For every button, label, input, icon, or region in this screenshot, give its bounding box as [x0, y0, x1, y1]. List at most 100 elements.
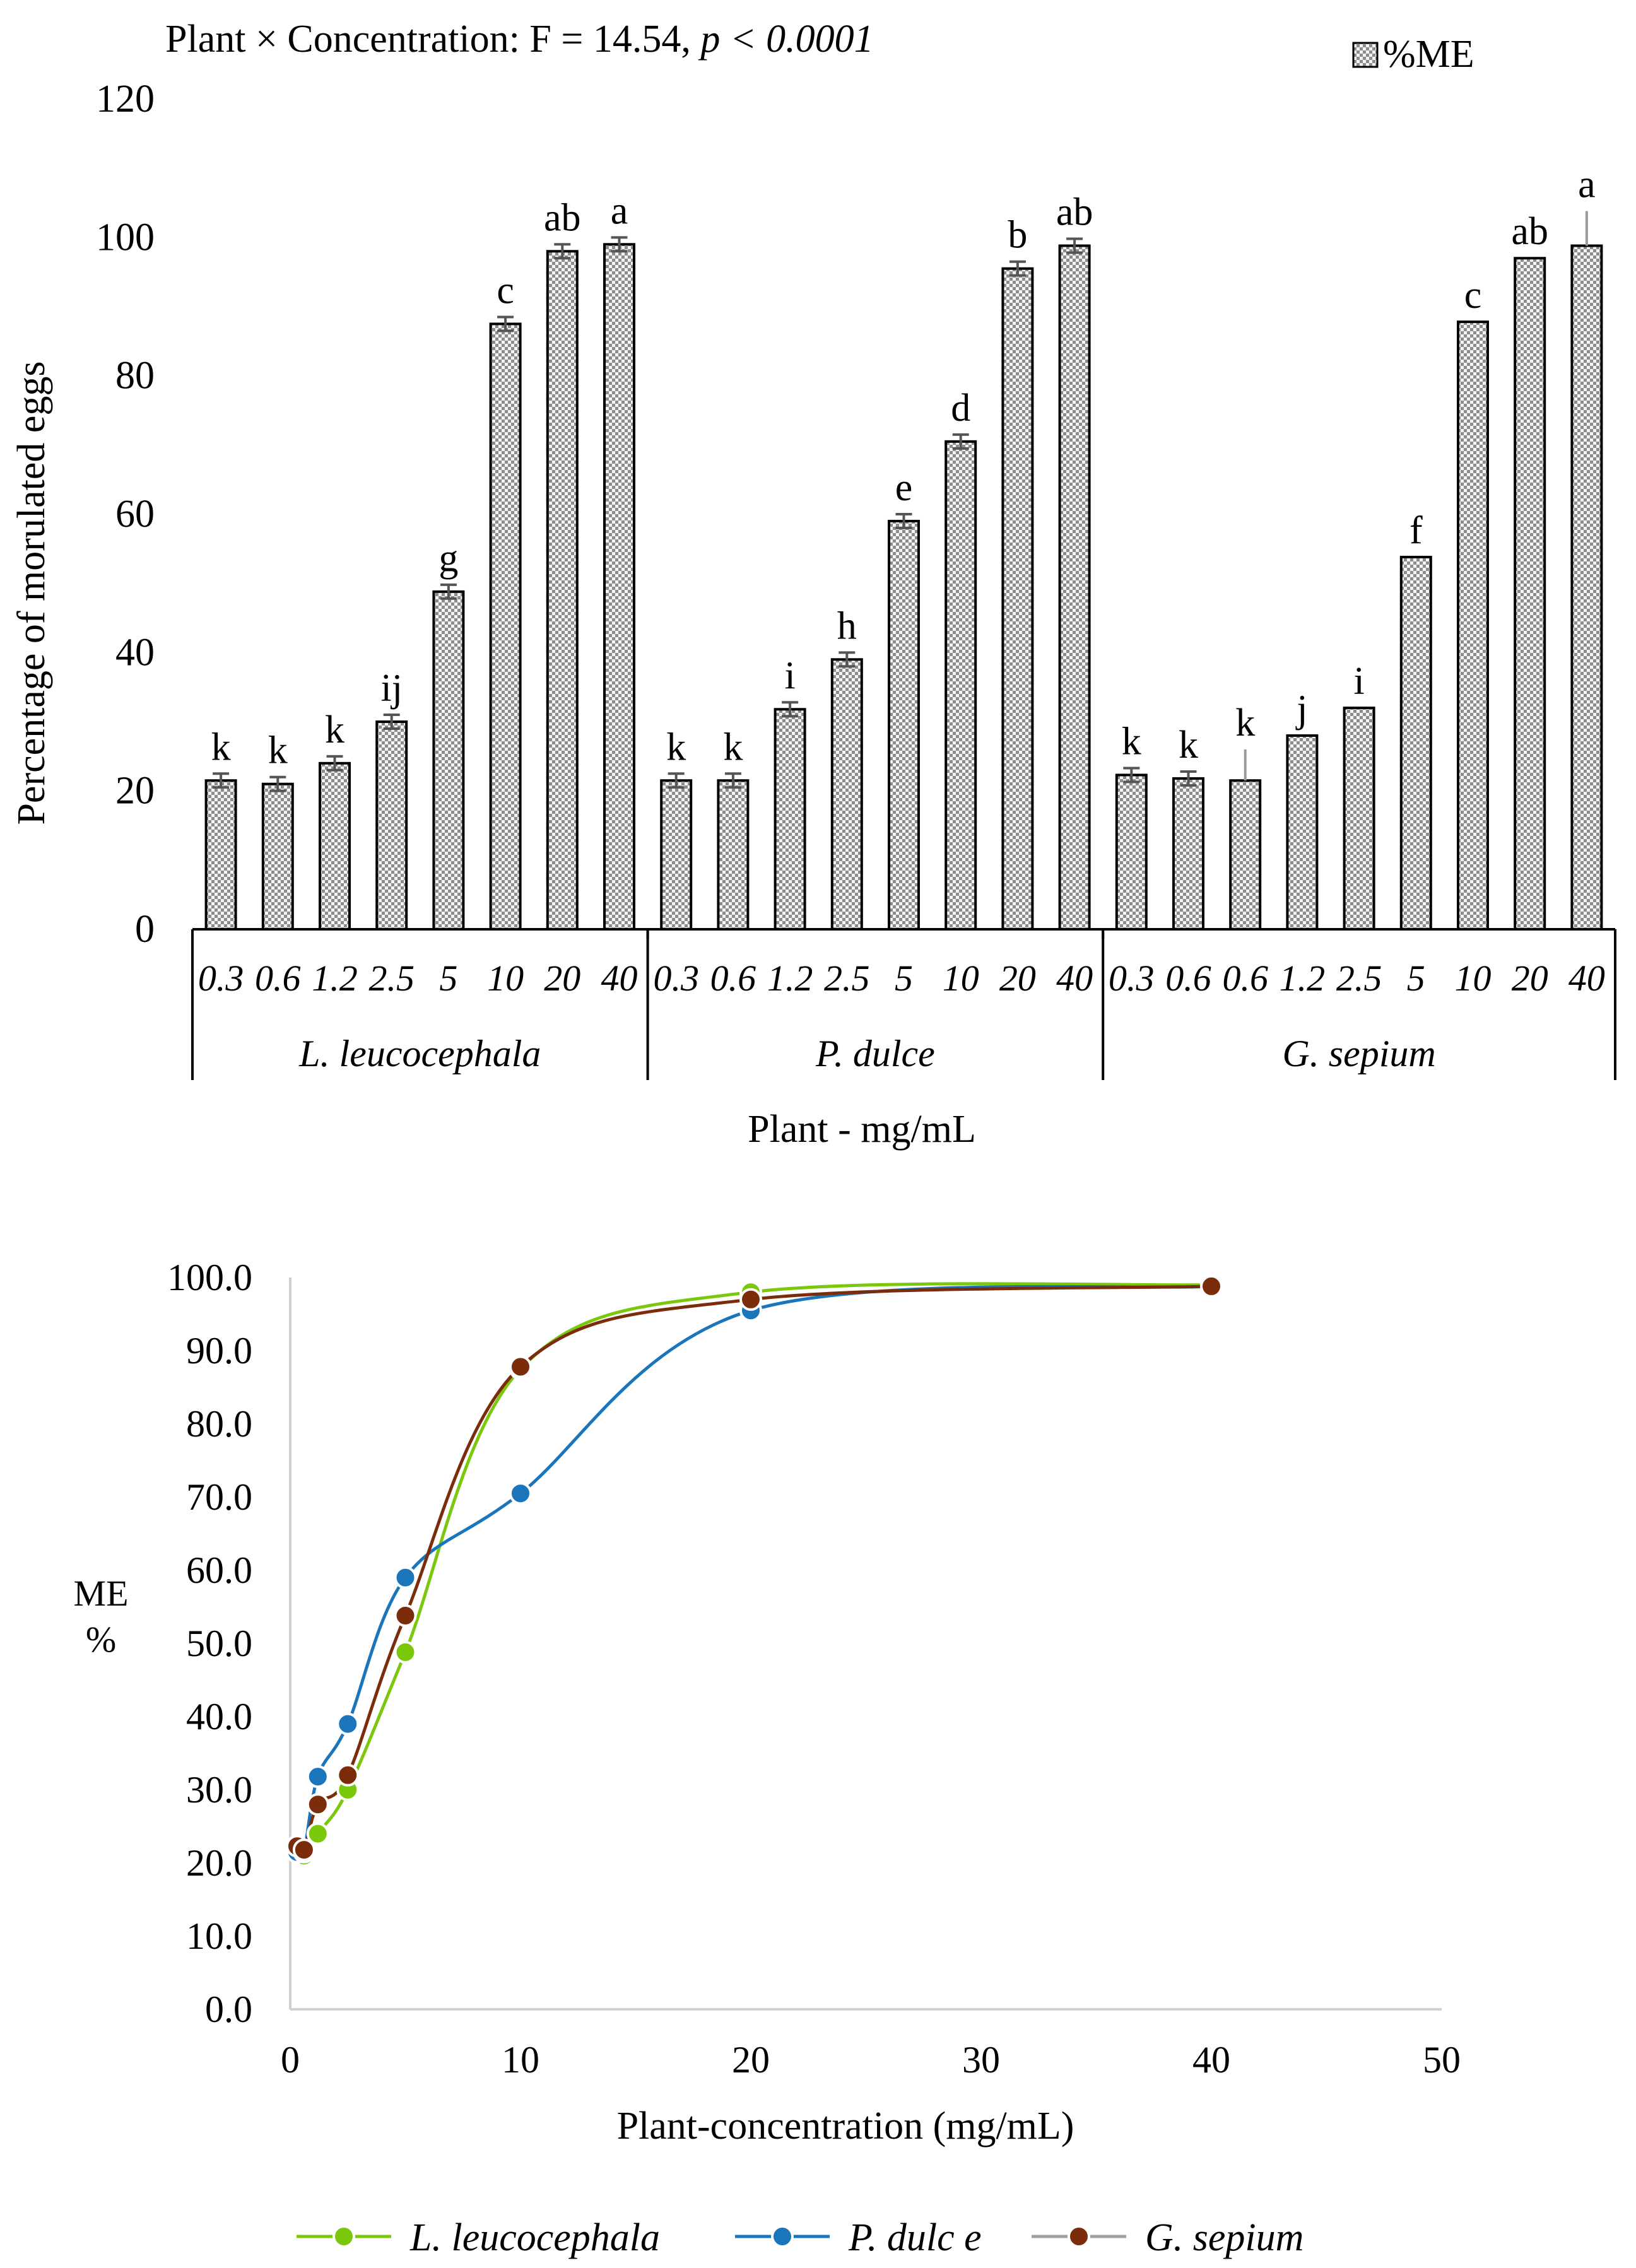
- bar: [1570, 244, 1603, 931]
- line-x-tick-label: 30: [962, 2039, 1000, 2081]
- bar: [1514, 257, 1546, 931]
- bar-x-tick-label: 20: [999, 958, 1036, 999]
- bar-x-tick-label: 0.6: [255, 958, 301, 999]
- bar: [1229, 779, 1262, 931]
- bar-x-tick-label: 5: [895, 958, 913, 999]
- bar-y-tick-label: 40: [115, 631, 155, 674]
- legend-label: G. sepium: [1145, 2216, 1304, 2259]
- line-y-tick-label: 70.0: [186, 1476, 252, 1518]
- line-y-axis-label-line2: %: [86, 1619, 116, 1660]
- bar-x-tick-label: 1.2: [1280, 958, 1326, 999]
- significance-letter: i: [784, 654, 795, 697]
- bar-x-tick-label: 2.5: [1336, 958, 1382, 999]
- bar-y-tick-label: 120: [96, 78, 155, 120]
- line-x-tick-label: 50: [1423, 2039, 1461, 2081]
- bar-y-tick-label: 0: [135, 908, 155, 951]
- bar-x-axis-label: Plant - mg/mL: [748, 1108, 976, 1151]
- bar-x-tick-label: 0.6: [1165, 958, 1211, 999]
- bar: [945, 440, 977, 931]
- significance-letter: k: [268, 729, 288, 772]
- series-line: [296, 1282, 1212, 1859]
- bar-legend-swatch: [1352, 42, 1379, 68]
- bar-y-axis-label: Percentage of morulated eggs: [10, 361, 53, 825]
- significance-letter: k: [1179, 724, 1198, 767]
- series-point: [739, 1288, 762, 1311]
- significance-letter: k: [211, 726, 231, 768]
- series-point: [1200, 1274, 1223, 1298]
- line-y-tick-label: 90.0: [186, 1330, 252, 1372]
- significance-letter: i: [1353, 660, 1364, 703]
- legend-label: P. dulc e: [848, 2216, 982, 2259]
- bar: [830, 658, 863, 931]
- bar: [1399, 555, 1432, 931]
- significance-letter: c: [1464, 274, 1482, 317]
- line-axes: 0.0 10.0 20.0 30.0 40.0 50.0 60.0 70.0 80.0 90.0 1…: [167, 1257, 1461, 2081]
- bar: [774, 708, 806, 931]
- bar: [1457, 320, 1489, 931]
- bar-group-label: L. leucocephala: [298, 1033, 541, 1074]
- series-point: [292, 1838, 315, 1862]
- bar-x-tick-label: 10: [487, 958, 524, 999]
- significance-letter: j: [1295, 688, 1307, 731]
- bar-x-tick-label: 1.2: [767, 958, 813, 999]
- line-y-axis-label-line1: ME: [74, 1573, 129, 1614]
- bar: [1058, 244, 1091, 931]
- series-line: [295, 1284, 1212, 1859]
- line-x-tick-label: 20: [732, 2039, 770, 2081]
- significance-letter: b: [1008, 214, 1027, 257]
- significance-letter: e: [895, 466, 913, 509]
- series-point: [394, 1566, 417, 1589]
- significance-letter: h: [837, 604, 857, 647]
- bar: [489, 322, 522, 931]
- legend-marker: [1068, 2225, 1090, 2248]
- series-point: [306, 1793, 329, 1816]
- bar-x-tick-label: 10: [1455, 958, 1492, 999]
- series-point: [306, 1822, 329, 1845]
- bar-y-tick-label: 100: [96, 216, 155, 259]
- line-series: [285, 1273, 1223, 1867]
- series-point: [509, 1355, 532, 1378]
- line-x-axis-label: Plant-concentration (mg/mL): [617, 2105, 1074, 2148]
- bar-chart-title: Plant × Concentration: F = 14.54, p < 0.…: [165, 18, 874, 61]
- bar-x-tick-label: 0.3: [1109, 958, 1155, 999]
- bar-x-tick-label: 0.3: [198, 958, 244, 999]
- bar-x-tick-label: 5: [439, 958, 457, 999]
- line-x-tick-label: 0: [281, 2039, 300, 2081]
- significance-letter: k: [1122, 720, 1141, 763]
- bar-y-tick-label: 20: [115, 770, 155, 813]
- line-y-tick-label: 30.0: [186, 1769, 252, 1811]
- series-point: [394, 1640, 417, 1664]
- line-x-tick-label: 40: [1192, 2039, 1230, 2081]
- line-chart: 0.0 10.0 20.0 30.0 40.0 50.0 60.0 70.0 80.0 90.0 1…: [74, 1257, 1461, 2259]
- bar: [1001, 267, 1034, 931]
- bar-x-tick-label: 40: [1568, 958, 1605, 999]
- legend-marker: [332, 2225, 355, 2248]
- line-x-tick-label: 10: [502, 2039, 539, 2081]
- bar: [717, 779, 750, 931]
- bar: [319, 761, 351, 931]
- legend-marker: [771, 2225, 794, 2248]
- bar-x-tick-label: 2.5: [824, 958, 870, 999]
- significance-letter: ab: [544, 196, 581, 239]
- series-point: [336, 1712, 360, 1736]
- significance-letter: g: [438, 537, 458, 580]
- bar-x-tick-label: 1.2: [312, 958, 358, 999]
- bar-x-tick-label: 40: [601, 958, 638, 999]
- significance-letter: d: [951, 387, 970, 430]
- bar-x-tick-label: 20: [1512, 958, 1548, 999]
- line-y-tick-label: 50.0: [186, 1623, 252, 1664]
- line-y-tick-label: 40.0: [186, 1696, 252, 1737]
- bar-group-label: G. sepium: [1282, 1033, 1435, 1074]
- bar-x-tick-label: 40: [1056, 958, 1093, 999]
- bar-x-tick-label: 20: [544, 958, 580, 999]
- bar: [546, 250, 579, 931]
- bar: [432, 590, 465, 931]
- significance-letter: ab: [1056, 191, 1093, 234]
- bar-y-tick-label: 80: [115, 355, 155, 397]
- legend-label: L. leucocephala: [409, 2216, 660, 2259]
- bar-chart: Plant × Concentration: F = 14.54, p < 0.…: [10, 18, 1616, 1151]
- significance-letter: a: [611, 189, 628, 232]
- significance-letter: c: [497, 269, 514, 312]
- bar-legend: %ME: [1352, 33, 1474, 76]
